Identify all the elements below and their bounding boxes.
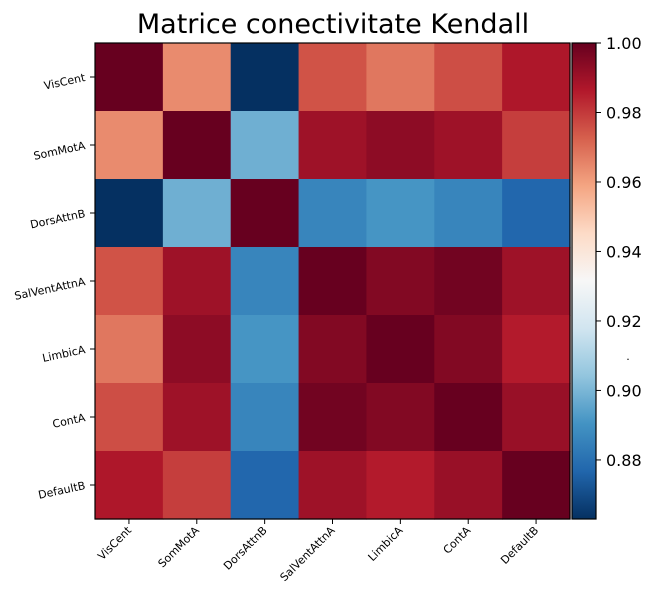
heatmap-cell-2-3	[298, 179, 368, 248]
colorbar-tick-label: 0.88	[606, 451, 642, 470]
heatmap-cell-2-0	[95, 179, 164, 248]
heatmap-cell-1-0	[95, 111, 164, 180]
column-tick-label: VisCent	[95, 523, 134, 562]
column-tick-label: LimbicA	[366, 524, 406, 564]
chart-title: Matrice conectivitate Kendall	[137, 9, 529, 40]
heatmap-cell-6-0	[95, 451, 164, 520]
heatmap-cell-5-1	[162, 383, 232, 452]
column-tick-label: DefaultB	[498, 524, 541, 567]
heatmap-cell-4-1	[162, 315, 232, 384]
heatmap-cell-1-5	[434, 111, 503, 180]
heatmap-cell-5-3	[298, 383, 368, 452]
heatmap-cell-4-5	[434, 315, 503, 384]
heatmap-cell-0-0	[95, 43, 164, 112]
heatmap-cell-0-1	[162, 43, 232, 112]
heatmap-cell-3-1	[162, 247, 232, 316]
colorbar-tick-label: 1.00	[606, 34, 642, 53]
row-tick-label: DorsAttnB	[29, 207, 86, 231]
heatmap-cell-3-5	[434, 247, 503, 316]
heatmap-cell-6-4	[366, 451, 435, 520]
colorbar	[571, 42, 597, 520]
heatmap-cell-5-0	[95, 383, 164, 452]
colorbar-axis: 0.88 0.90 0.92 0.94 0.96 0.98 1.00	[596, 34, 642, 470]
row-tick-label: ContA	[51, 411, 87, 431]
heatmap-cells	[95, 43, 571, 520]
column-tick-label: ContA	[441, 524, 474, 557]
heatmap-cell-3-3	[298, 247, 368, 316]
column-tick-label: DorsAttnB	[221, 524, 270, 573]
heatmap-cell-4-4	[366, 315, 435, 384]
heatmap-cell-5-6	[502, 383, 571, 452]
row-tick-label: DefaultB	[37, 479, 86, 502]
heatmap-cell-2-2	[230, 179, 300, 248]
heatmap-cell-0-3	[298, 43, 368, 112]
heatmap-cell-1-3	[298, 111, 368, 180]
colorbar-tick-label: 0.94	[606, 242, 642, 261]
heatmap-cell-0-2	[230, 43, 300, 112]
column-tick-label: SomMotA	[156, 524, 203, 571]
heatmap-cell-4-0	[95, 315, 164, 384]
row-axis: VisCent SomMotA DorsAttnB SalVentAttnA Limbi…	[13, 71, 95, 502]
colorbar-side-label: .	[626, 350, 630, 363]
heatmap-cell-6-3	[298, 451, 368, 520]
heatmap-cell-1-1	[162, 111, 232, 180]
heatmap-cell-1-2	[230, 111, 300, 180]
heatmap-cell-0-5	[434, 43, 503, 112]
heatmap-cell-2-6	[502, 179, 571, 248]
heatmap-cell-6-1	[162, 451, 232, 520]
heatmap-cell-6-5	[434, 451, 503, 520]
heatmap-cell-2-5	[434, 179, 503, 248]
heatmap-cell-3-0	[95, 247, 164, 316]
heatmap-cell-5-4	[366, 383, 435, 452]
heatmap-cell-1-4	[366, 111, 435, 180]
heatmap-cell-6-2	[230, 451, 300, 520]
heatmap-cell-1-6	[502, 111, 571, 180]
heatmap-cell-2-1	[162, 179, 232, 248]
heatmap-cell-0-6	[502, 43, 571, 112]
colorbar-tick-label: 0.96	[606, 173, 642, 192]
row-tick-label: SalVentAttnA	[13, 275, 87, 303]
heatmap-cell-5-2	[230, 383, 300, 452]
heatmap-cell-5-5	[434, 383, 503, 452]
colorbar-tick-label: 0.92	[606, 312, 642, 331]
heatmap-cell-3-4	[366, 247, 435, 316]
heatmap-cell-2-4	[366, 179, 435, 248]
row-tick-label: VisCent	[43, 71, 87, 93]
row-tick-label: SomMotA	[32, 139, 87, 163]
heatmap-cell-6-6	[502, 451, 571, 520]
heatmap-cell-4-6	[502, 315, 571, 384]
column-axis: VisCent SomMotA DorsAttnB SalVentAttnA Limbi…	[95, 519, 541, 584]
heatmap-cell-0-4	[366, 43, 435, 112]
heatmap-cell-4-3	[298, 315, 368, 384]
row-tick-label: LimbicA	[41, 343, 87, 365]
heatmap-cell-4-2	[230, 315, 300, 384]
heatmap-cell-3-2	[230, 247, 300, 316]
colorbar-tick-label: 0.98	[606, 103, 642, 122]
heatmap-cell-3-6	[502, 247, 571, 316]
colorbar-tick-label: 0.90	[606, 381, 642, 400]
column-tick-label: SalVentAttnA	[278, 524, 338, 584]
